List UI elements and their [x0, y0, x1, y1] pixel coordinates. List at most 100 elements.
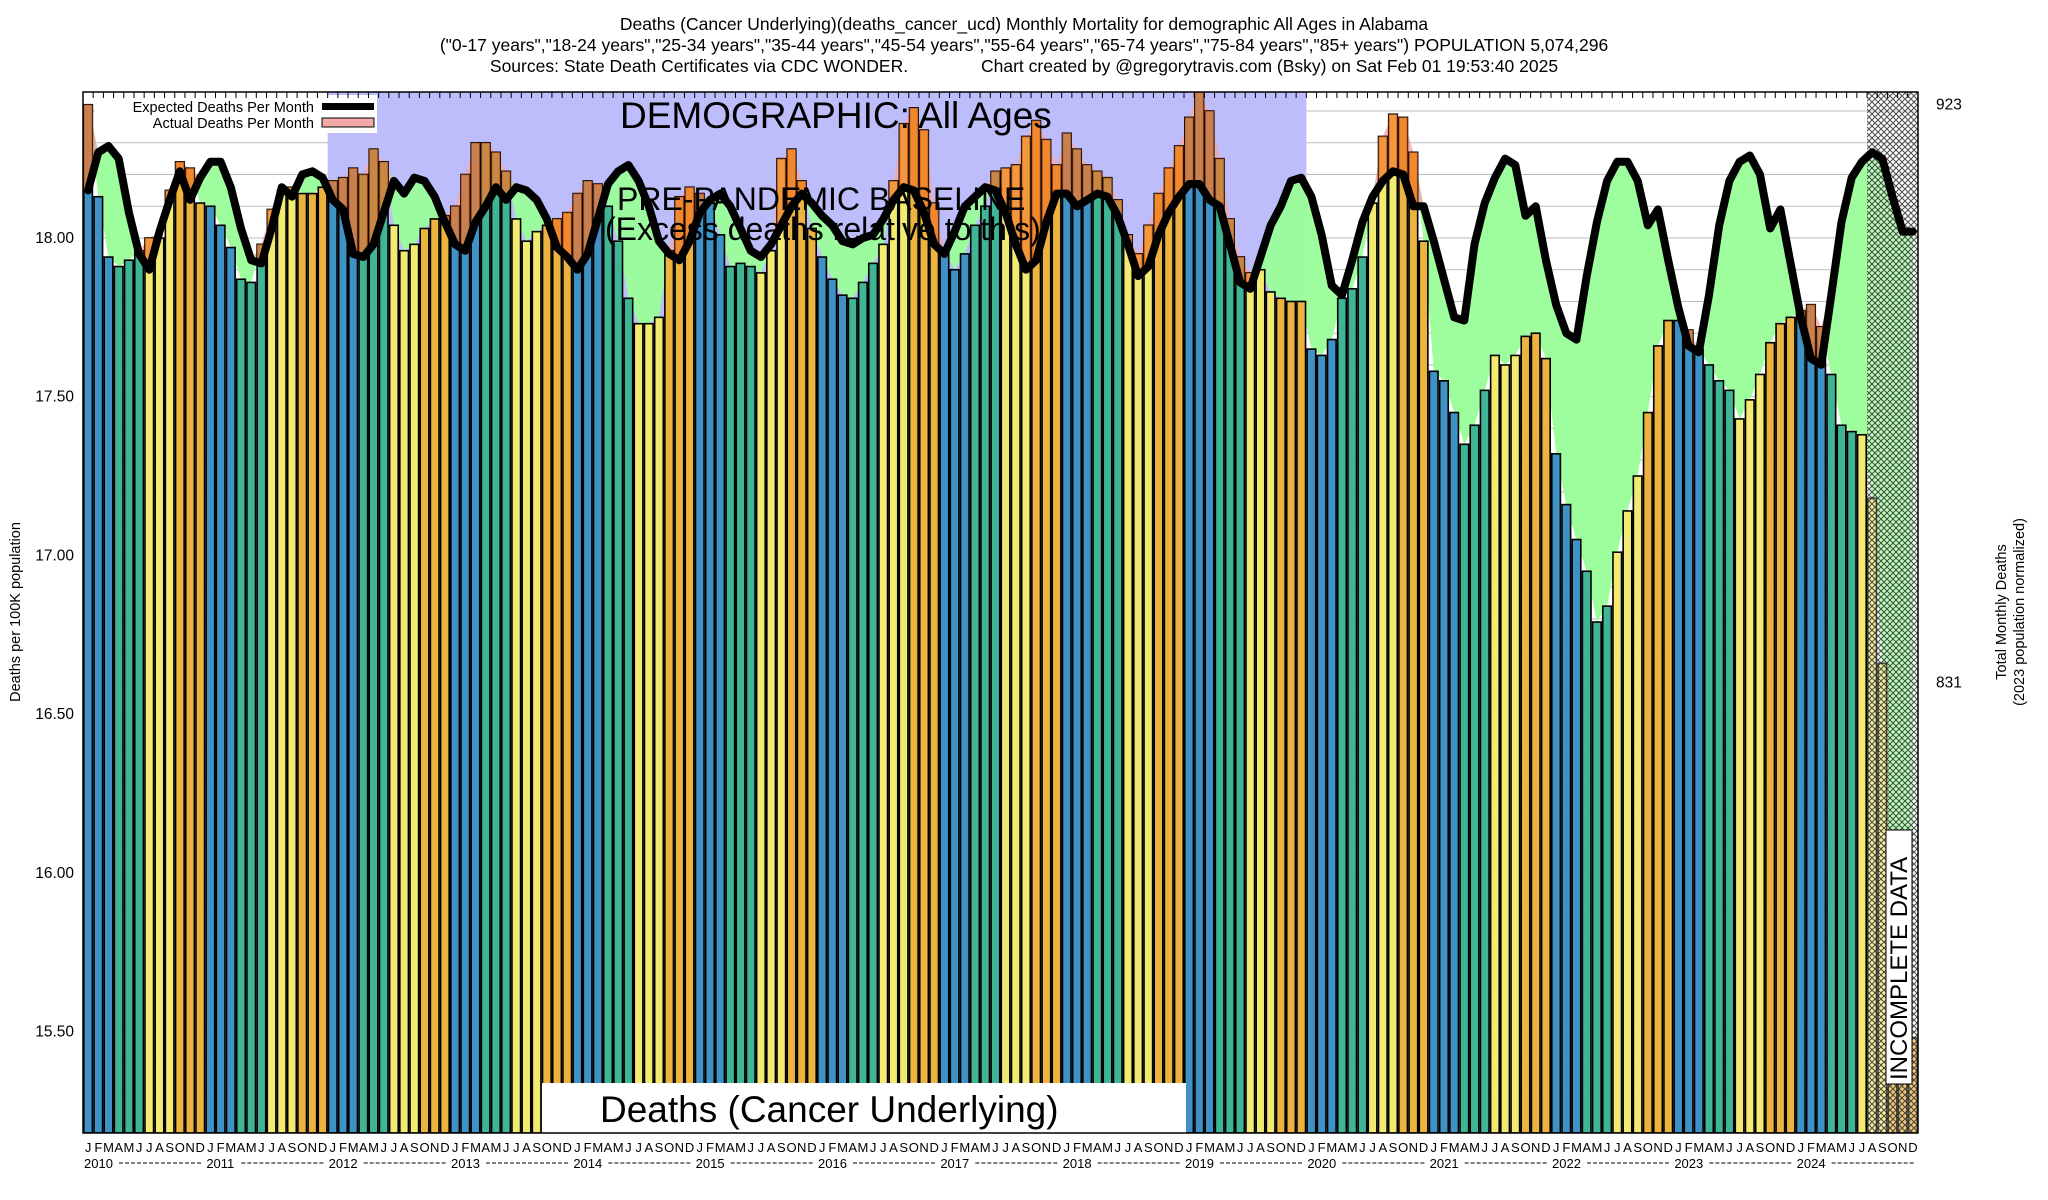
- x-month-label: A: [1827, 1140, 1836, 1155]
- bar: [378, 161, 389, 1133]
- x-year-label: 2017: [940, 1156, 969, 1171]
- axes: [82, 91, 1919, 1134]
- x-month-label: M: [1836, 1140, 1847, 1155]
- x-month-label: M: [348, 1140, 359, 1155]
- right-tick-label: 831: [1936, 674, 1962, 691]
- x-month-label: D: [1786, 1140, 1795, 1155]
- x-month-label: F: [461, 1140, 469, 1155]
- x-month-label: D: [563, 1140, 572, 1155]
- x-month-label: D: [318, 1140, 327, 1155]
- excess-bar-segment: [695, 193, 705, 213]
- bar: [1826, 373, 1837, 1133]
- x-month-label: J: [268, 1140, 275, 1155]
- x-month-label: M: [1204, 1140, 1215, 1155]
- excess-bar-segment: [348, 168, 358, 254]
- x-month-label: A: [1134, 1140, 1143, 1155]
- x-year-label: 2010: [84, 1156, 113, 1171]
- x-month-label: S: [1511, 1140, 1520, 1155]
- x-month-label: D: [1297, 1140, 1306, 1155]
- bar: [1061, 132, 1072, 1133]
- x-month-label: O: [1276, 1140, 1286, 1155]
- bar: [1398, 116, 1409, 1133]
- x-month-label: F: [217, 1140, 225, 1155]
- x-month-label: J: [1247, 1140, 1254, 1155]
- incomplete-label-box: [1885, 829, 1913, 1085]
- x-month-label: F: [584, 1140, 592, 1155]
- x-month-label: J: [85, 1140, 92, 1155]
- bar: [449, 205, 461, 1133]
- bar: [562, 211, 573, 1133]
- legend-label-actual: Actual Deaths Per Month: [153, 116, 314, 132]
- x-month-label: M: [123, 1140, 134, 1155]
- chart-title: Deaths (Cancer Underlying)(deaths_cancer…: [619, 14, 1429, 34]
- bottom-label-group: Deaths (Cancer Underlying): [542, 1083, 1186, 1133]
- x-month-label: M: [1714, 1140, 1725, 1155]
- bar: [939, 249, 950, 1133]
- deficit-area: [88, 92, 1913, 1038]
- bar: [1469, 424, 1480, 1133]
- bar: [1082, 164, 1093, 1133]
- bar: [776, 157, 787, 1133]
- bar: [195, 202, 206, 1133]
- x-year-label: 2024: [1797, 1156, 1826, 1171]
- excess-bar-segment: [991, 171, 1000, 191]
- bar: [83, 103, 94, 1133]
- y-tick-label: 17.50: [35, 389, 74, 406]
- bar: [1765, 341, 1776, 1133]
- x-month-label: J: [207, 1140, 214, 1155]
- bar: [1500, 364, 1511, 1133]
- x-month-label: N: [1409, 1140, 1418, 1155]
- x-month-label: M: [857, 1140, 868, 1155]
- bar: [297, 192, 308, 1133]
- bar: [837, 294, 848, 1133]
- bar: [1133, 253, 1144, 1133]
- x-month-label: O: [1887, 1140, 1897, 1155]
- demographic-label: DEMOGRAPHIC: All Ages: [620, 95, 1052, 136]
- bar: [878, 243, 889, 1133]
- excess-bar-segment: [899, 123, 908, 188]
- bar: [164, 189, 175, 1133]
- x-month-label: M: [613, 1140, 624, 1155]
- x-year-label: 2015: [696, 1156, 725, 1171]
- x-month-label: M: [368, 1140, 379, 1155]
- x-month-label: M: [1469, 1140, 1480, 1155]
- bar: [592, 183, 603, 1133]
- bar: [399, 249, 410, 1133]
- x-month-label: S: [1022, 1140, 1031, 1155]
- excess-bar-segment: [450, 206, 460, 245]
- bar: [1734, 418, 1745, 1133]
- bar: [1612, 551, 1623, 1133]
- bar: [1071, 148, 1083, 1133]
- chart-subtitle-demographics: ("0-17 years","18-24 years","25-34 years…: [439, 35, 1609, 55]
- x-month-label: M: [1347, 1140, 1358, 1155]
- bar: [755, 272, 767, 1133]
- x-month-label: N: [1042, 1140, 1051, 1155]
- x-year-label: 2011: [206, 1156, 234, 1171]
- x-month-label: O: [786, 1140, 796, 1155]
- bar: [857, 281, 868, 1133]
- x-month-label: J: [1431, 1140, 1438, 1155]
- bar: [1316, 354, 1327, 1133]
- x-month-label: J: [503, 1140, 510, 1155]
- excess-bar-segment: [562, 212, 572, 258]
- bar: [541, 224, 552, 1133]
- x-month-label: F: [1195, 1140, 1203, 1155]
- bar: [1224, 218, 1235, 1133]
- bar: [1601, 605, 1613, 1133]
- incomplete-label-group: INCOMPLETE DATA: [1885, 829, 1913, 1085]
- x-month-label: A: [400, 1140, 409, 1155]
- x-month-label: A: [359, 1140, 368, 1155]
- incomplete-label: INCOMPLETE DATA: [1886, 857, 1913, 1080]
- excess-bar-segment: [369, 149, 378, 245]
- bar: [531, 230, 542, 1133]
- x-month-label: O: [1398, 1140, 1408, 1155]
- x-month-label: M: [1816, 1140, 1827, 1155]
- bar: [1703, 364, 1715, 1133]
- x-month-label: M: [1224, 1140, 1235, 1155]
- x-year-label: 2012: [329, 1156, 358, 1171]
- right-axis-sublabel: (2023 population normalized): [2012, 518, 2028, 706]
- x-month-label: A: [277, 1140, 286, 1155]
- x-month-label: D: [1541, 1140, 1550, 1155]
- bar: [1622, 510, 1633, 1133]
- x-month-label: A: [1623, 1140, 1632, 1155]
